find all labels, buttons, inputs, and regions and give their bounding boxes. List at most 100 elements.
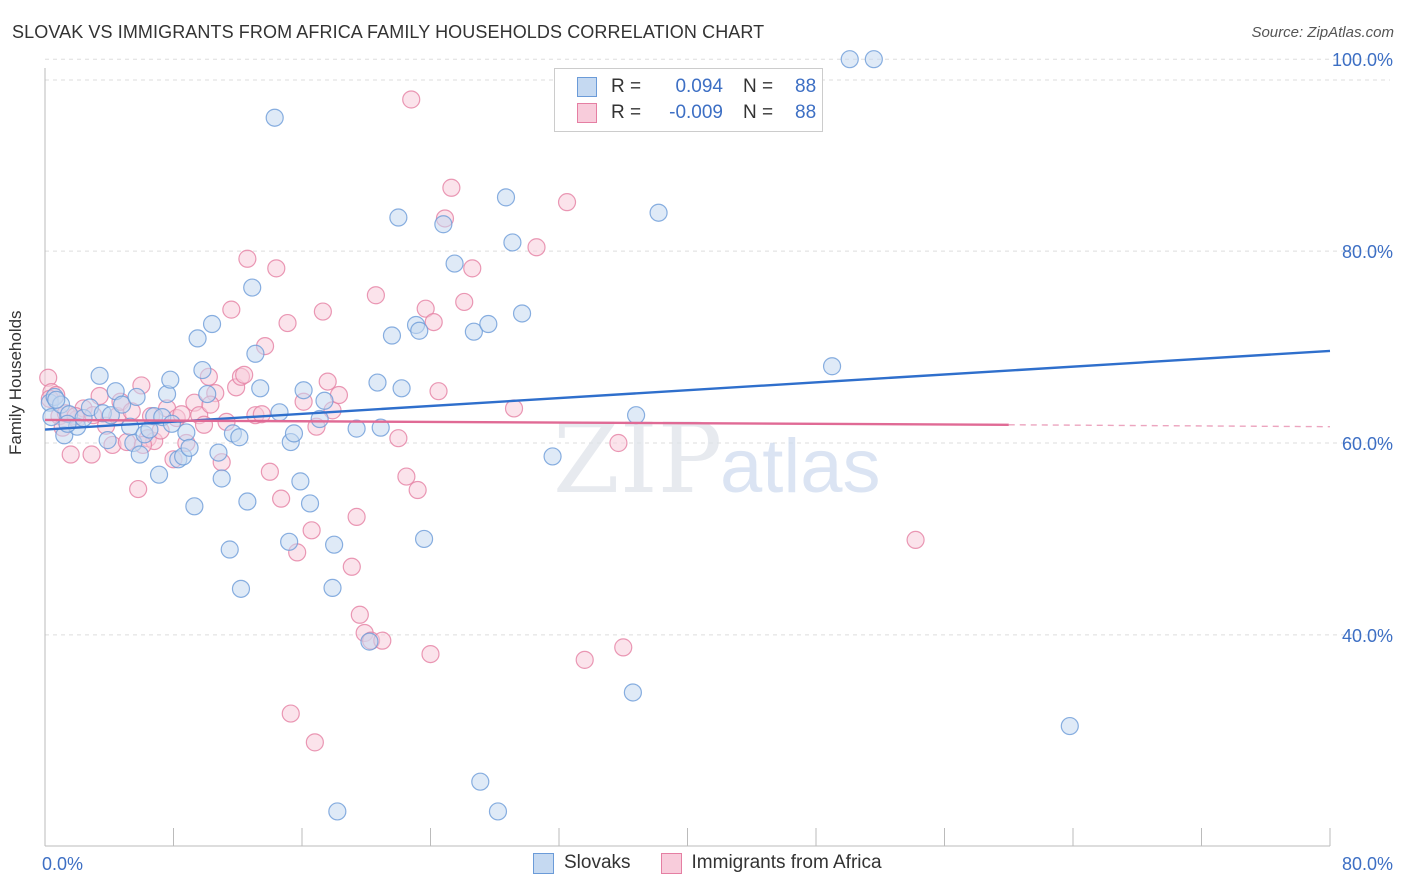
point-slovaks [368, 373, 387, 392]
point-slovaks [220, 540, 239, 559]
point-immigrants [609, 433, 628, 453]
point-slovaks [310, 409, 329, 429]
point-slovaks [325, 535, 344, 554]
point-slovaks [1060, 716, 1079, 736]
point-immigrants [416, 299, 435, 318]
point-slovaks [479, 314, 498, 334]
point-slovaks [284, 424, 304, 443]
tick-labels: 40.0% 60.0% 80.0% 100.0% 0.0% 80.0% [42, 50, 1393, 874]
point-slovaks [162, 414, 181, 433]
point-slovaks [231, 579, 251, 598]
point-slovaks [230, 428, 249, 447]
point-immigrants [313, 302, 332, 321]
point-slovaks [382, 326, 402, 345]
point-immigrants [527, 238, 546, 257]
point-slovaks [488, 802, 508, 821]
point-slovaks [389, 208, 408, 227]
point-slovaks [209, 443, 228, 462]
point-slovaks [471, 772, 490, 791]
legend-item-slovaks[interactable]: Slovaks [533, 852, 631, 874]
stats-legend: R = 0.094 N = 88 R = -0.009 N = 88 [554, 68, 823, 132]
point-slovaks [496, 188, 516, 207]
point-immigrants [222, 300, 241, 319]
point-slovaks [300, 494, 320, 513]
point-immigrants [424, 313, 443, 332]
point-slovaks [623, 683, 642, 702]
point-slovaks [840, 50, 859, 69]
legend-r-label: R = [611, 76, 642, 97]
point-slovaks [265, 108, 284, 127]
point-slovaks [238, 492, 257, 511]
legend-swatch-blue [533, 852, 554, 874]
point-slovaks [90, 366, 109, 385]
legend-swatch-pink [660, 852, 682, 874]
point-immigrants [61, 445, 80, 464]
gridlines [45, 58, 1390, 636]
series-slovaks-points [40, 50, 1079, 821]
y-tick-label: 60.0% [1342, 434, 1393, 454]
point-slovaks [864, 50, 883, 69]
trend-lines [44, 349, 1331, 431]
point-immigrants [575, 650, 594, 669]
legend-n-value: 88 [795, 76, 817, 97]
point-slovaks [149, 465, 169, 484]
point-slovaks [464, 322, 483, 341]
point-slovaks [212, 469, 231, 488]
legend-row-slovaks: R = 0.094 N = 88 [577, 75, 816, 99]
watermark: ZIP atlas [553, 403, 881, 515]
point-immigrants [82, 445, 101, 464]
point-slovaks [198, 384, 217, 404]
point-slovaks [315, 391, 334, 410]
x-tick-label: 80.0% [1342, 854, 1393, 874]
point-slovaks [328, 802, 347, 821]
source-label: Source: ZipAtlas.com [1251, 24, 1394, 41]
point-slovaks [47, 390, 66, 409]
point-immigrants [429, 382, 448, 401]
point-slovaks [543, 447, 562, 466]
y-tick-label: 40.0% [1342, 626, 1393, 646]
point-slovaks [246, 344, 265, 363]
point-immigrants [272, 489, 291, 508]
point-slovaks [445, 254, 464, 273]
point-immigrants [318, 372, 337, 391]
trend-line-slovaks [44, 349, 1331, 431]
point-immigrants [342, 557, 361, 576]
legend-swatch-pink [577, 103, 597, 123]
x-tick-label: 0.0% [42, 854, 83, 874]
point-slovaks [371, 418, 390, 437]
point-slovaks [42, 407, 61, 427]
point-slovaks [188, 329, 207, 348]
point-immigrants [129, 479, 148, 499]
legend-item-immigrants[interactable]: Immigrants from Africa [660, 852, 882, 874]
point-immigrants [366, 286, 385, 305]
point-immigrants [278, 313, 297, 333]
legend-r-value: -0.009 [669, 102, 723, 123]
point-immigrants [397, 467, 416, 486]
point-slovaks [112, 395, 132, 414]
axes [44, 68, 1331, 847]
point-immigrants [389, 429, 408, 448]
legend-label-immigrants: Immigrants from Africa [691, 852, 882, 873]
point-slovaks [180, 438, 199, 457]
point-slovaks [251, 379, 270, 398]
point-immigrants [281, 704, 300, 723]
point-immigrants [614, 638, 633, 657]
point-slovaks [130, 445, 149, 464]
point-slovaks [243, 278, 262, 297]
point-slovaks [270, 403, 289, 422]
point-slovaks [414, 529, 434, 549]
point-immigrants [557, 193, 577, 212]
y-axis-label: Family Households [6, 310, 25, 455]
point-slovaks [291, 472, 310, 491]
point-slovaks [434, 215, 453, 234]
legend-r-value: 0.094 [675, 76, 723, 97]
trend-line-immigrants [44, 418, 1009, 426]
legend-n-label: N = [743, 76, 774, 97]
series-legend: Slovaks Immigrants from Africa [533, 852, 912, 874]
point-immigrants [238, 249, 257, 268]
point-immigrants [347, 507, 366, 526]
point-slovaks [127, 387, 146, 407]
legend-row-immigrants: R = -0.009 N = 88 [577, 101, 816, 125]
point-immigrants [463, 259, 482, 278]
legend-label-slovaks: Slovaks [564, 852, 631, 873]
